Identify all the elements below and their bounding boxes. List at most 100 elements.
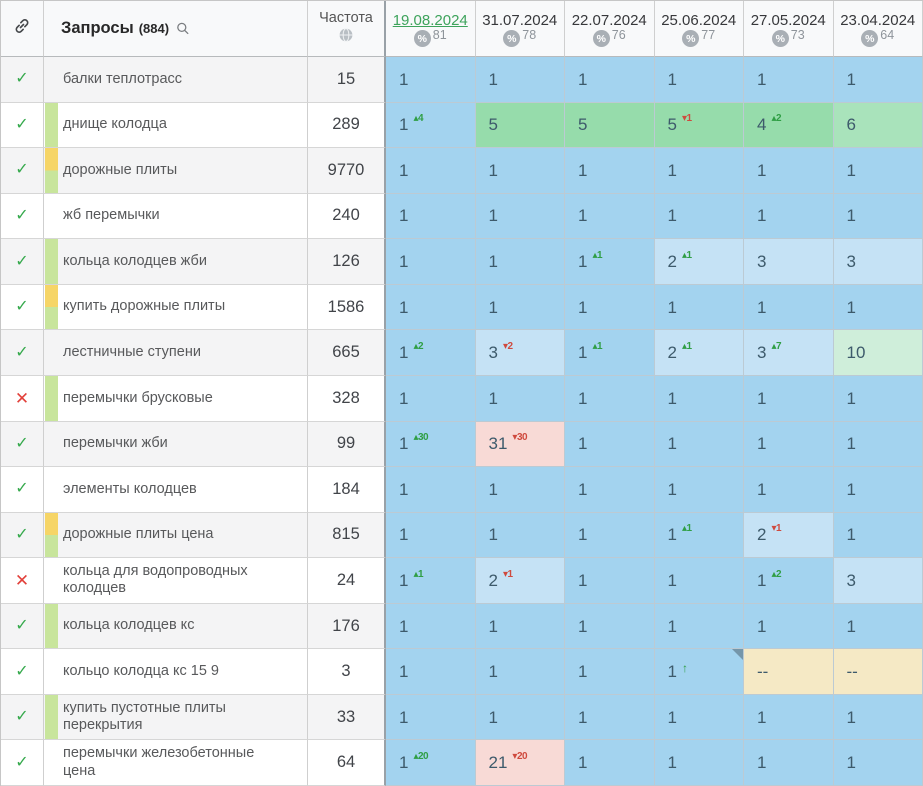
position-cell[interactable]: 1 [475, 375, 565, 422]
position-cell[interactable]: 1 [654, 193, 744, 240]
position-cell[interactable]: 1 [654, 694, 744, 741]
position-cell[interactable]: 1 [386, 375, 476, 422]
position-cell[interactable]: 1 [744, 694, 834, 741]
position-cell[interactable]: 1 [386, 694, 476, 741]
position-cell[interactable]: 1 [565, 512, 655, 559]
position-cell[interactable]: 1 [654, 148, 744, 194]
position-cell[interactable]: 1 [565, 694, 655, 741]
date-column-header[interactable]: 22.07.2024 % 76 [565, 1, 655, 57]
position-cell[interactable]: 2 ▴1 [654, 330, 744, 376]
keyword-cell[interactable]: купить пустотные плиты перекрытия [44, 694, 308, 741]
position-cell[interactable]: 1 [565, 421, 655, 468]
position-cell[interactable]: 1 [386, 603, 476, 650]
status-cell[interactable]: ✓ [1, 102, 44, 149]
position-cell[interactable]: 1 [744, 375, 834, 422]
keyword-cell[interactable]: жб перемычки [44, 193, 308, 240]
date-column-header[interactable]: 23.04.2024 % 64 [833, 1, 923, 57]
status-cell[interactable]: ✓ [1, 694, 44, 741]
position-cell[interactable]: 1 [833, 694, 923, 741]
position-cell[interactable]: 1 [475, 148, 565, 194]
keyword-cell[interactable]: кольцо колодца кс 15 9 [44, 649, 308, 695]
frequency-column-header[interactable]: Частота [308, 1, 386, 57]
position-cell[interactable]: 1 ▴30 [386, 421, 476, 468]
position-cell[interactable]: 1 ▴2 [386, 330, 476, 376]
position-cell[interactable]: 1 [654, 558, 744, 604]
position-cell[interactable]: 1 [565, 57, 655, 103]
position-cell[interactable]: 1 [386, 649, 476, 695]
date-column-header[interactable]: 19.08.2024 % 81 [386, 1, 476, 57]
position-cell[interactable]: 1 ▴1 [565, 239, 655, 285]
position-cell[interactable]: -- [833, 649, 923, 695]
position-cell[interactable]: 1 [565, 148, 655, 194]
position-cell[interactable]: 1 ↑ [654, 649, 744, 695]
position-cell[interactable]: 1 [386, 57, 476, 103]
position-cell[interactable]: 1 [833, 512, 923, 559]
date-column-header[interactable]: 25.06.2024 % 77 [654, 1, 744, 57]
position-cell[interactable]: 1 [654, 57, 744, 103]
position-cell[interactable]: 1 [565, 740, 655, 786]
keyword-cell[interactable]: элементы колодцев [44, 467, 308, 513]
position-cell[interactable]: 1 [386, 148, 476, 194]
position-cell[interactable]: 1 [565, 603, 655, 650]
date-column-header[interactable]: 31.07.2024 % 78 [475, 1, 565, 57]
position-cell[interactable]: 3 [833, 558, 923, 604]
position-cell[interactable]: 1 [386, 467, 476, 513]
position-cell[interactable]: -- [744, 649, 834, 695]
status-cell[interactable]: ✓ [1, 284, 44, 331]
position-cell[interactable]: 6 [833, 102, 923, 149]
position-cell[interactable]: 1 [475, 512, 565, 559]
position-cell[interactable]: 1 [744, 284, 834, 331]
position-cell[interactable]: 1 [475, 193, 565, 240]
position-cell[interactable]: 1 [833, 740, 923, 786]
keyword-cell[interactable]: дорожные плиты [44, 148, 308, 194]
position-cell[interactable]: 1 [744, 57, 834, 103]
position-cell[interactable]: 1 [386, 284, 476, 331]
position-cell[interactable]: 2 ▾1 [744, 512, 834, 559]
position-cell[interactable]: 31 ▾30 [475, 421, 565, 468]
keyword-cell[interactable]: купить дорожные плиты [44, 284, 308, 331]
keyword-cell[interactable]: дорожные плиты цена [44, 512, 308, 559]
position-cell[interactable]: 3 [744, 239, 834, 285]
keyword-cell[interactable]: балки теплотрасс [44, 57, 308, 103]
position-cell[interactable]: 1 [654, 740, 744, 786]
position-cell[interactable]: 1 [833, 148, 923, 194]
position-cell[interactable]: 1 ▴1 [565, 330, 655, 376]
status-cell[interactable]: ✓ [1, 330, 44, 376]
queries-column-header[interactable]: Запросы (884) [44, 1, 308, 57]
position-cell[interactable]: 4 ▴2 [744, 102, 834, 149]
position-cell[interactable]: 1 ▴20 [386, 740, 476, 786]
position-cell[interactable]: 21 ▾20 [475, 740, 565, 786]
position-cell[interactable]: 1 [654, 284, 744, 331]
position-cell[interactable]: 1 [744, 193, 834, 240]
position-cell[interactable]: 1 [833, 421, 923, 468]
position-cell[interactable]: 1 [654, 603, 744, 650]
position-cell[interactable]: 1 [565, 558, 655, 604]
position-cell[interactable]: 1 [565, 375, 655, 422]
position-cell[interactable]: 1 [565, 467, 655, 513]
position-cell[interactable]: 10 [833, 330, 923, 376]
keyword-cell[interactable]: перемычки железобетонные цена [44, 740, 308, 786]
status-cell[interactable]: ✓ [1, 239, 44, 285]
position-cell[interactable]: 1 [833, 375, 923, 422]
position-cell[interactable]: 1 [475, 649, 565, 695]
position-cell[interactable]: 1 [833, 603, 923, 650]
position-cell[interactable]: 2 ▴1 [654, 239, 744, 285]
position-cell[interactable]: 1 [654, 421, 744, 468]
status-cell[interactable]: ✓ [1, 193, 44, 240]
position-cell[interactable]: 1 [744, 603, 834, 650]
position-cell[interactable]: 1 [744, 421, 834, 468]
position-cell[interactable]: 5 [565, 102, 655, 149]
status-cell[interactable]: ✓ [1, 421, 44, 468]
status-cell[interactable]: ✕ [1, 375, 44, 422]
status-cell[interactable]: ✓ [1, 603, 44, 650]
position-cell[interactable]: 1 [475, 284, 565, 331]
position-cell[interactable]: 1 [833, 284, 923, 331]
status-cell[interactable]: ✓ [1, 148, 44, 194]
link-column-header[interactable] [1, 1, 44, 57]
position-cell[interactable]: 1 [475, 57, 565, 103]
status-cell[interactable]: ✓ [1, 649, 44, 695]
position-cell[interactable]: 1 [833, 193, 923, 240]
position-cell[interactable]: 1 ▴1 [386, 558, 476, 604]
position-cell[interactable]: 1 [386, 239, 476, 285]
position-cell[interactable]: 1 [654, 375, 744, 422]
